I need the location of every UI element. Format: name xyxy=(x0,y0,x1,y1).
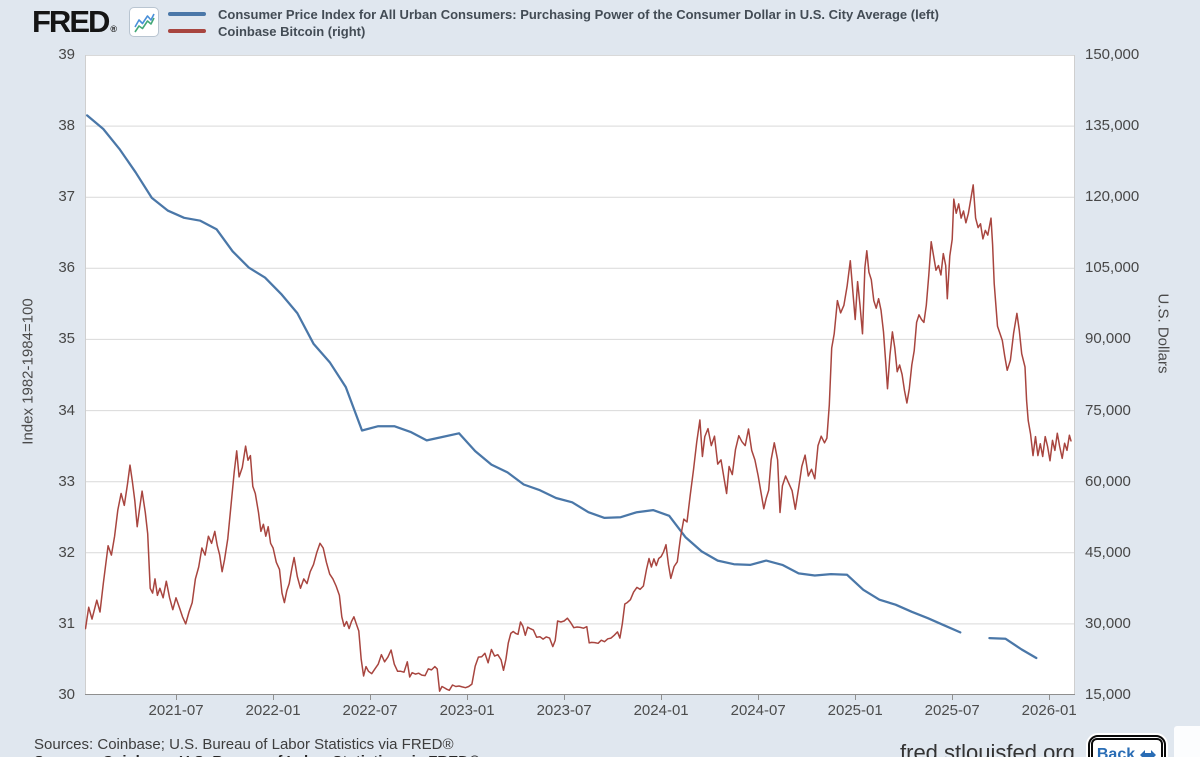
legend-label-bitcoin: Coinbase Bitcoin (right) xyxy=(218,23,366,39)
y-axis-tick-right: 135,000 xyxy=(1085,117,1140,135)
y-axis-tick-left: 36 xyxy=(58,259,75,277)
back-button[interactable]: Back xyxy=(1088,735,1166,757)
x-axis-tick-label: 2023-07 xyxy=(536,702,592,719)
x-axis-tick-mark xyxy=(466,695,468,700)
y-axis-tick-right: 30,000 xyxy=(1085,614,1131,632)
fred-logo[interactable]: FRED ® xyxy=(32,4,117,40)
y-axis-tick-right: 75,000 xyxy=(1085,401,1131,419)
y-axis-tick-left: 32 xyxy=(58,543,75,561)
corner-panel xyxy=(1174,726,1200,757)
registered-mark: ® xyxy=(110,24,118,34)
x-axis-tick-mark xyxy=(660,695,662,700)
fred-logo-chart-icon xyxy=(129,7,159,37)
legend-label-cpi: Consumer Price Index for All Urban Consu… xyxy=(218,6,939,22)
x-axis-tick-mark xyxy=(757,695,759,700)
x-axis-tick-label: 2023-01 xyxy=(439,702,495,719)
y-axis-tick-right: 120,000 xyxy=(1085,188,1140,206)
y-axis-tick-left: 38 xyxy=(58,117,75,135)
legend-item-bitcoin: Coinbase Bitcoin (right) xyxy=(168,23,939,39)
y-axis-tick-left: 35 xyxy=(58,330,75,348)
y-axis-tick-left: 34 xyxy=(58,401,75,419)
x-axis-tick-mark xyxy=(175,695,177,700)
x-axis-tick-label: 2024-01 xyxy=(633,702,689,719)
legend-item-cpi: Consumer Price Index for All Urban Consu… xyxy=(168,6,939,22)
y-axis-tick-right: 90,000 xyxy=(1085,330,1131,348)
x-axis-tick-mark xyxy=(272,695,274,700)
fred-site-link-clipped[interactable]: fred.stlouisfed.org xyxy=(900,740,1075,757)
y-axis-tick-right: 45,000 xyxy=(1085,543,1131,561)
x-axis-tick-label: 2022-07 xyxy=(342,702,398,719)
y-axis-tick-left: 37 xyxy=(58,188,75,206)
y-axis-tick-left: 33 xyxy=(58,472,75,490)
cpi-series-swatch xyxy=(168,12,206,16)
y-axis-tick-left: 39 xyxy=(58,46,75,63)
x-axis-tick-label: 2022-01 xyxy=(245,702,301,719)
y-axis-tick-right: 105,000 xyxy=(1085,259,1140,277)
chart-canvas[interactable] xyxy=(85,55,1075,695)
chart-legend: Consumer Price Index for All Urban Consu… xyxy=(168,6,939,40)
x-axis-tick-mark xyxy=(1048,695,1050,700)
y-axis-tick-right: 150,000 xyxy=(1085,46,1140,63)
x-axis-tick-label: 2025-01 xyxy=(827,702,883,719)
fred-logo-text: FRED xyxy=(32,4,110,39)
x-axis-tick-label: 2026-01 xyxy=(1021,702,1077,719)
back-button-inner: Back xyxy=(1091,738,1163,757)
sources-text: Sources: Coinbase; U.S. Bureau of Labor … xyxy=(34,736,454,753)
y-axis-tick-right: 60,000 xyxy=(1085,472,1131,490)
y-axis-tick-left: 30 xyxy=(58,686,75,703)
x-axis-tick-mark xyxy=(951,695,953,700)
x-axis-tick-mark xyxy=(563,695,565,700)
x-axis-tick-mark xyxy=(369,695,371,700)
back-button-label: Back xyxy=(1096,746,1136,757)
back-arrows-icon xyxy=(1140,750,1157,757)
x-axis-tick-mark xyxy=(854,695,856,700)
x-axis-tick-label: 2021-07 xyxy=(148,702,204,719)
x-axis-tick-label: 2024-07 xyxy=(730,702,786,719)
left-axis-title: Index 1982-1984=100 xyxy=(19,298,37,445)
sources-text-clipped-duplicate: Sources: Coinbase; U.S. Bureau of Labor … xyxy=(34,753,480,757)
x-axis-tick-label: 2025-07 xyxy=(924,702,980,719)
y-axis-tick-left: 31 xyxy=(58,614,75,632)
y-axis-tick-right: 15,000 xyxy=(1085,686,1131,703)
bitcoin-series-swatch xyxy=(168,29,206,33)
